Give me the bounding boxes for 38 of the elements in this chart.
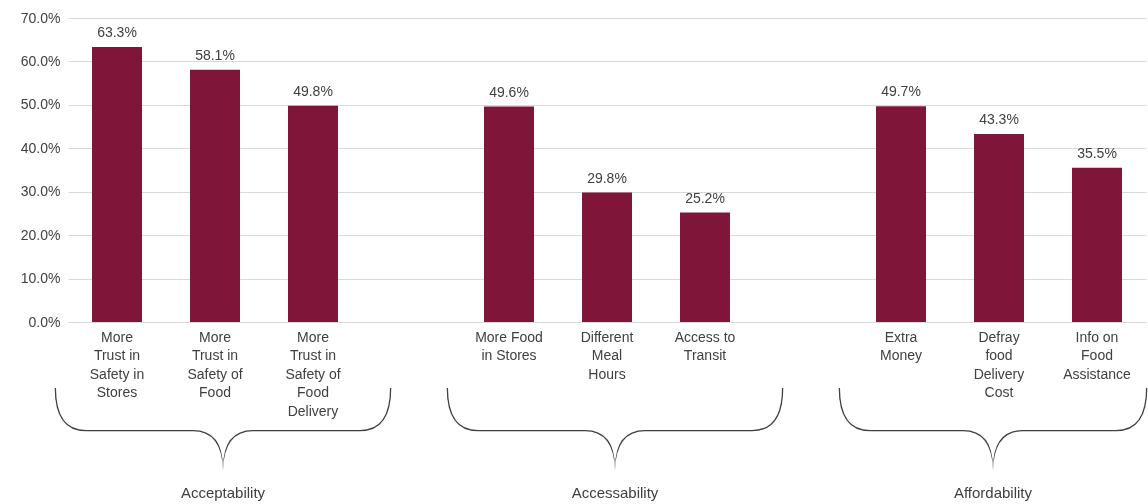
bar	[288, 105, 338, 322]
x-tick-label: More Trust in Safety in Stores	[89, 328, 145, 400]
bar	[92, 47, 142, 322]
text: Accessability	[571, 484, 659, 501]
bar	[974, 133, 1024, 322]
data-label: 63.3%	[97, 24, 137, 41]
x-tick-label: More Trust in Safety of Food	[187, 328, 243, 400]
x-tick-label: Extra Money	[879, 328, 923, 363]
data-label: 35.5%	[1077, 144, 1117, 161]
data-label: 58.1%	[195, 46, 235, 63]
y-tick-label: 40.0%	[20, 139, 61, 156]
data-label: 49.6%	[489, 83, 529, 100]
bar	[1072, 167, 1122, 322]
y-tick-label: 0.0%	[28, 313, 61, 330]
y-tick-label: 20.0%	[20, 226, 61, 243]
bar	[484, 106, 534, 322]
data-label: 43.3%	[979, 110, 1019, 127]
y-tick-label: 60.0%	[20, 52, 61, 69]
bar	[680, 212, 730, 322]
bar	[582, 192, 632, 322]
data-label: 25.2%	[685, 189, 725, 206]
y-tick-label: 30.0%	[20, 183, 61, 200]
x-tick-label: Defray food Delivery Cost	[973, 328, 1025, 400]
x-tick-label: More Trust in Safety of Food Delivery	[285, 328, 341, 419]
x-tick-label: Access to Transit	[674, 328, 736, 363]
text: Acceptability	[180, 484, 266, 501]
x-tick-label: Different Meal Hours	[580, 328, 634, 382]
bar	[876, 106, 926, 322]
x-tick-label: More Food in Stores	[475, 328, 543, 363]
x-tick-label: Info on Food Assistance	[1063, 328, 1132, 382]
y-tick-label: 70.0%	[20, 9, 61, 26]
data-label: 49.8%	[293, 82, 333, 99]
data-label: 49.7%	[881, 83, 921, 100]
data-label: 29.8%	[587, 169, 627, 186]
y-tick-label: 50.0%	[20, 96, 61, 113]
y-tick-label: 10.0%	[20, 270, 61, 287]
bar	[190, 69, 240, 322]
text: Affordability	[953, 484, 1033, 501]
